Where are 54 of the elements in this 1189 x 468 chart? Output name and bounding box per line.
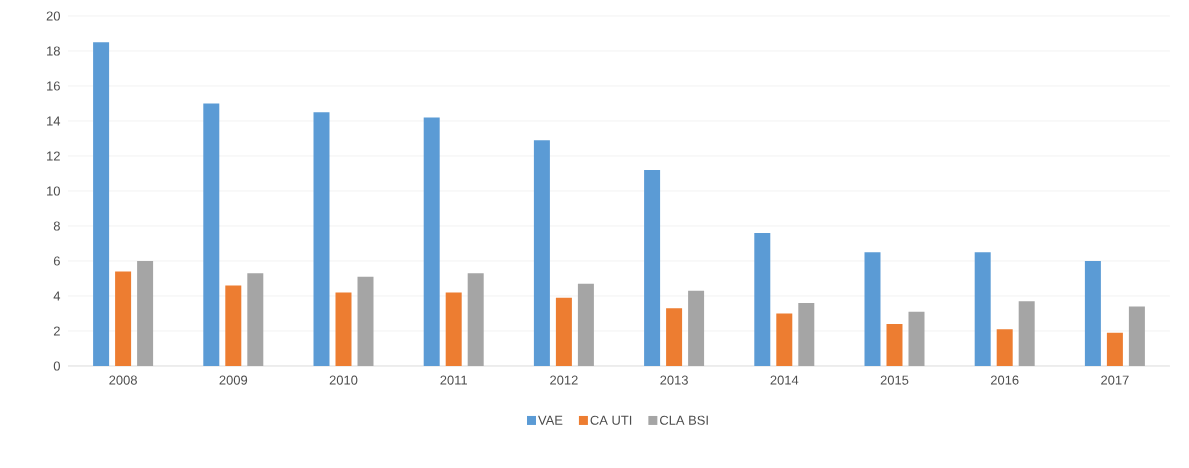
bar [555,297,572,366]
x-tick-label: 2015 [880,375,909,385]
x-tick-label: 2009 [219,375,248,385]
bar [137,261,154,366]
bar [467,273,484,366]
bar [688,290,705,366]
bar [754,233,771,366]
bar [974,252,991,366]
bar [115,271,132,366]
bar [1084,261,1101,366]
bar [1106,332,1123,366]
x-tick-label: 2016 [990,375,1019,385]
bar [776,313,793,366]
y-tick-label: 8 [53,221,60,231]
y-tick-label: 14 [47,116,61,126]
legend-label: CA UTI [590,415,632,425]
bar [1128,306,1145,366]
y-tick-label: 10 [47,186,60,196]
bar [798,303,815,366]
y-tick-label: 16 [47,81,60,91]
x-tick-label: 2017 [1101,375,1129,385]
bar [908,311,925,366]
bar [644,170,661,366]
y-tick-label: 12 [47,151,60,161]
y-tick-label: 18 [47,46,60,56]
x-tick-label: 2014 [770,375,799,385]
bar [533,140,550,366]
x-tick-label: 2013 [660,375,688,385]
bar [577,283,594,366]
x-tick-label: 2008 [109,375,137,385]
bar [423,117,440,366]
legend-label: VAE [538,415,563,425]
bar [313,112,330,366]
bar [225,285,242,366]
y-tick-label: 6 [53,256,60,266]
bar [335,292,352,366]
bar [247,273,264,366]
x-tick-label: 2011 [440,375,467,385]
bar [886,324,903,366]
bar [203,103,220,366]
x-tick-label: 2010 [329,375,358,385]
y-tick-label: 4 [53,291,61,301]
bar [93,42,110,366]
legend-label: CLA BSI [660,415,708,425]
y-tick-label: 0 [53,361,60,371]
bar [1018,301,1035,366]
bar [996,329,1013,366]
x-tick-label: 2012 [550,375,578,385]
bar [864,252,881,366]
bar [445,292,462,366]
y-tick-label: 20 [46,11,60,21]
bar [666,308,683,366]
y-tick-label: 2 [53,326,60,336]
bar [357,276,374,366]
